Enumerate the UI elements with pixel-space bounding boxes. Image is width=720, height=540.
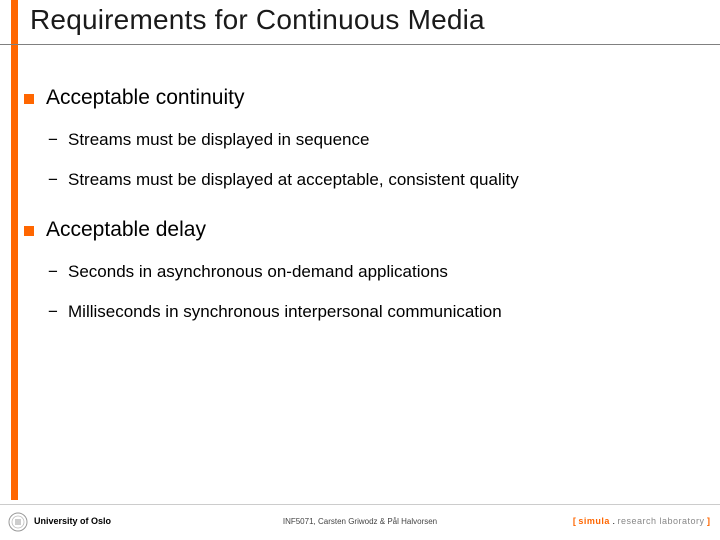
lab-text: research laboratory: [617, 516, 704, 526]
bullet-lvl1: Acceptable delay: [24, 218, 704, 242]
dash-bullet-icon: −: [48, 130, 58, 150]
square-bullet-icon: [24, 94, 34, 104]
slide: Requirements for Continuous Media Accept…: [0, 0, 720, 540]
footer-lab-logo: [ simula . research laboratory ]: [573, 516, 710, 526]
bullet-lvl1: Acceptable continuity: [24, 86, 704, 110]
slide-title: Requirements for Continuous Media: [30, 4, 485, 36]
bullet-lvl2: − Streams must be displayed at acceptabl…: [24, 170, 704, 190]
dash-bullet-icon: −: [48, 170, 58, 190]
footer-divider: [0, 504, 720, 505]
bullet-lvl2: − Milliseconds in synchronous interperso…: [24, 302, 704, 322]
title-underline: [0, 44, 720, 46]
title-area: Requirements for Continuous Media: [30, 4, 485, 36]
section-heading: Acceptable delay: [46, 218, 206, 241]
section-heading: Acceptable continuity: [46, 86, 244, 109]
bullet-text: Streams must be displayed at acceptable,…: [68, 170, 519, 189]
bullet-text: Seconds in asynchronous on-demand applic…: [68, 262, 448, 281]
square-bullet-icon: [24, 226, 34, 236]
dash-bullet-icon: −: [48, 262, 58, 282]
bullet-lvl2: − Seconds in asynchronous on-demand appl…: [24, 262, 704, 282]
section-1: Acceptable continuity − Streams must be …: [24, 86, 704, 190]
dash-bullet-icon: −: [48, 302, 58, 322]
bullet-lvl2: − Streams must be displayed in sequence: [24, 130, 704, 150]
accent-sidebar: [11, 0, 18, 500]
section-2: Acceptable delay − Seconds in asynchrono…: [24, 218, 704, 322]
bullet-text: Milliseconds in synchronous interpersona…: [68, 302, 502, 321]
footer: University of Oslo INF5071, Carsten Griw…: [0, 504, 720, 540]
bullet-text: Streams must be displayed in sequence: [68, 130, 369, 149]
bracket-close: ]: [705, 516, 711, 526]
content-area: Acceptable continuity − Streams must be …: [24, 76, 704, 350]
brand-name: simula: [578, 516, 610, 526]
